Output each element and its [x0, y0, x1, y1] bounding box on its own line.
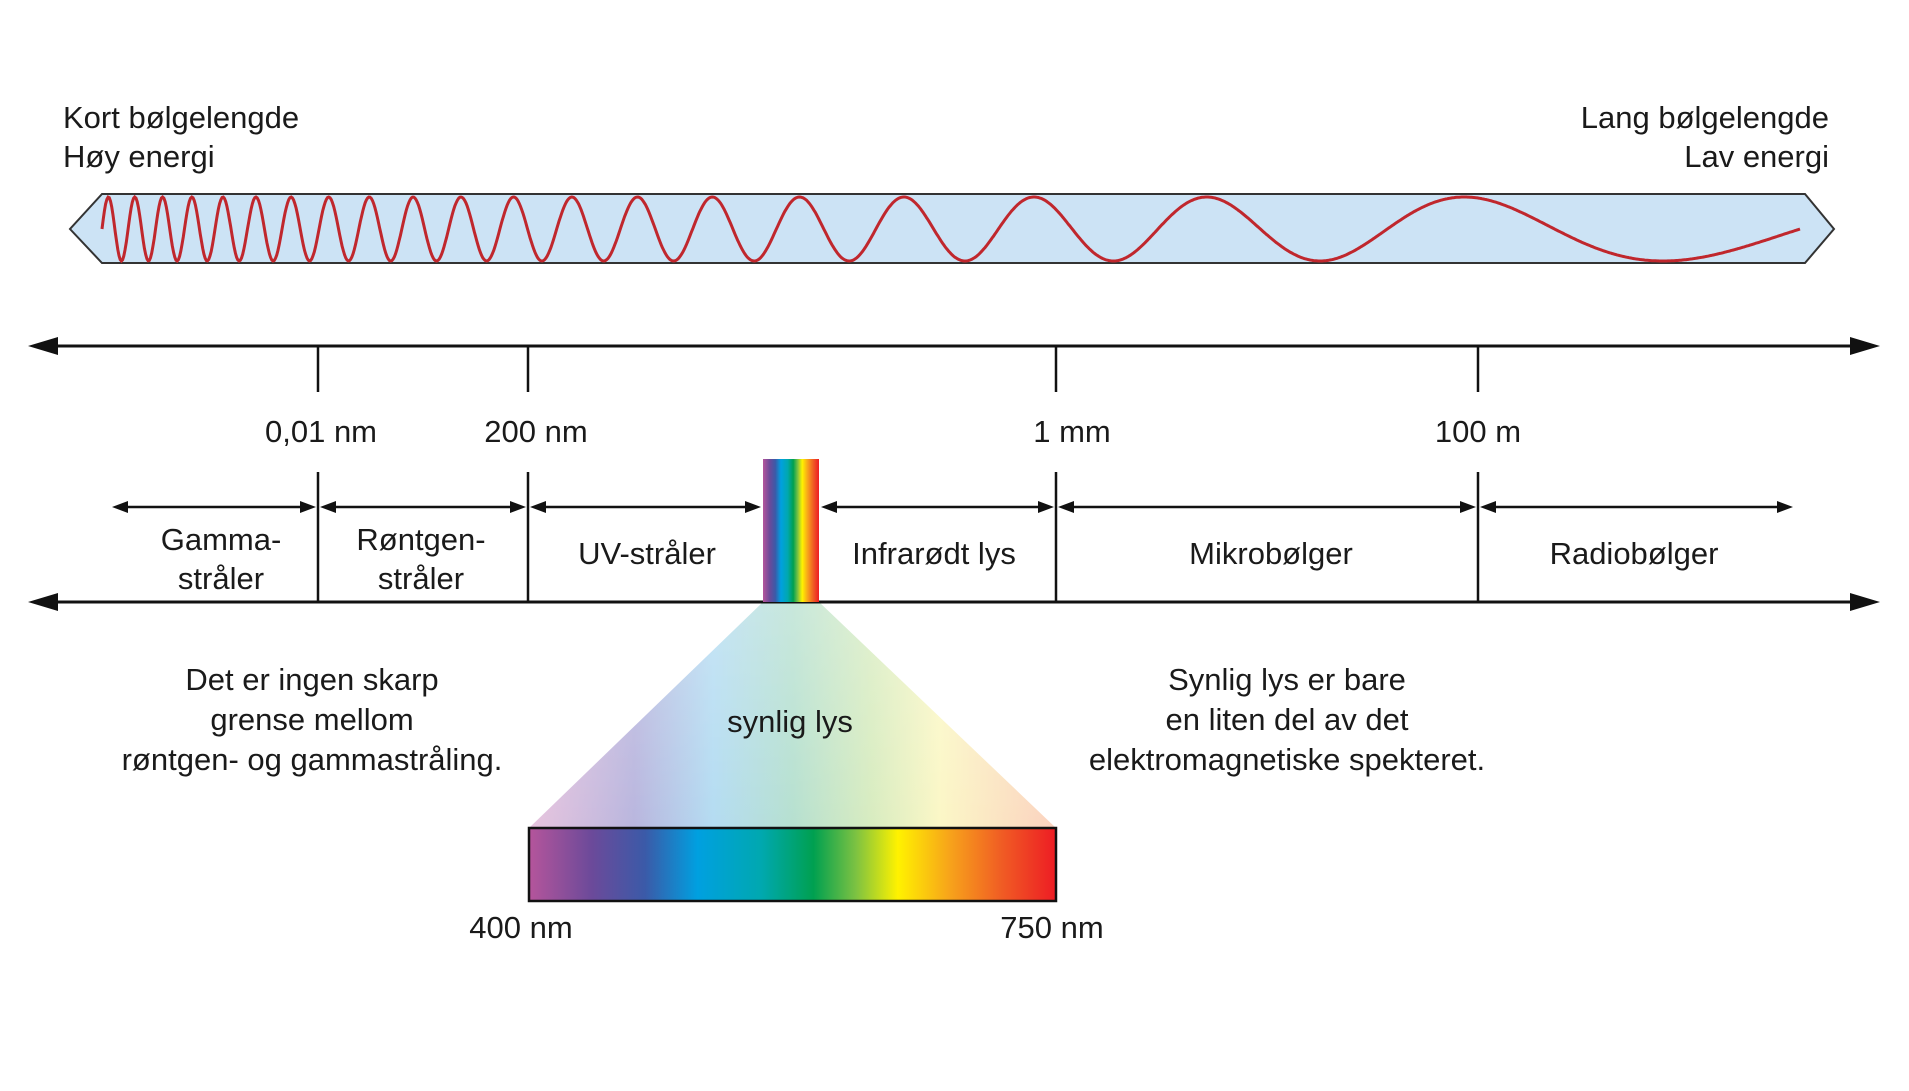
tick-label: 0,01 nm [264, 414, 378, 449]
visible-min-label: 400 nm [469, 910, 573, 945]
band-label-xray: Røntgen- stråler [356, 520, 485, 598]
tick-label: 100 m [1434, 414, 1522, 449]
tick-label: 200 nm [484, 414, 588, 449]
band-axis [28, 472, 1880, 611]
arrow-head-left [530, 501, 546, 513]
note-line: en liten del av det [1165, 702, 1409, 737]
arrow-head-right [510, 501, 526, 513]
band-label-line: Gamma- [160, 522, 282, 557]
note-left: Det er ingen skarp grense mellom røntgen… [122, 660, 503, 780]
band-label-uv: UV-stråler [578, 536, 716, 571]
arrow-head-right [1460, 501, 1476, 513]
arrow-head-right [300, 501, 316, 513]
arrow-head-right [745, 501, 761, 513]
note-line: grense mellom [210, 702, 414, 737]
arrow-head-right [1038, 501, 1054, 513]
band-label-line: Røntgen- [356, 522, 486, 557]
arrow-head-left [1480, 501, 1496, 513]
band-label-gamma: Gamma- stråler [161, 520, 282, 598]
note-line: røntgen- og gammastråling. [121, 742, 503, 777]
arrow-head-left [821, 501, 837, 513]
high-energy-label: Høy energi [63, 139, 215, 174]
note-line: Synlig lys er bare [1168, 662, 1406, 697]
tick-label: 1 mm [1033, 414, 1111, 449]
visible-light-label: synlig lys [727, 704, 853, 739]
arrow-head-left [112, 501, 128, 513]
long-wavelength-label: Lang bølgelengde [1580, 100, 1829, 135]
note-line: elektromagnetiske spekteret. [1088, 742, 1486, 777]
wave-line [100, 194, 1801, 264]
band-label-microwave: Mikrobølger [1189, 536, 1353, 571]
visible-max-label: 750 nm [1000, 910, 1104, 945]
wavelength-axis [28, 337, 1880, 392]
band-range-arrows [112, 501, 1793, 513]
low-energy-label: Lav energi [1684, 139, 1829, 174]
arrow-head-left [1058, 501, 1074, 513]
note-right: Synlig lys er bare en liten del av det e… [1089, 660, 1485, 780]
band-label-line: stråler [377, 561, 465, 596]
band-label-infrared: Infrarødt lys [852, 536, 1016, 571]
visible-light-strip [763, 459, 819, 602]
band-label-line: stråler [177, 561, 265, 596]
visible-spectrum-bar [527, 826, 1058, 903]
wave-tube [68, 193, 1836, 264]
note-line: Det er ingen skarp [185, 662, 439, 697]
band-label-radio: Radiobølger [1549, 536, 1719, 571]
arrow-head-right [1777, 501, 1793, 513]
arrow-head-left [320, 501, 336, 513]
short-wavelength-label: Kort bølgelengde [63, 100, 300, 135]
